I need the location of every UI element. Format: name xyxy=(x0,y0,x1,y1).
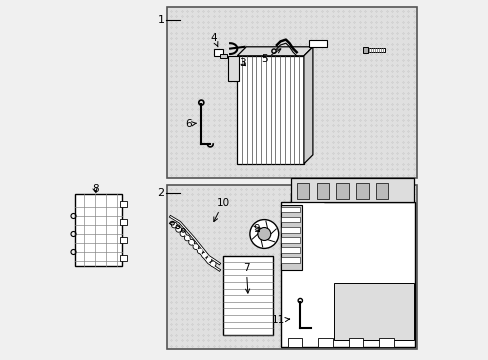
Circle shape xyxy=(188,239,194,245)
Text: 4: 4 xyxy=(210,33,218,47)
Bar xyxy=(167,185,416,349)
Bar xyxy=(348,338,363,347)
Bar xyxy=(280,227,300,233)
Text: 3: 3 xyxy=(239,58,245,68)
Bar xyxy=(228,56,239,81)
Bar xyxy=(213,49,223,56)
Text: 2: 2 xyxy=(157,188,164,198)
Bar xyxy=(280,205,302,270)
Bar xyxy=(309,40,326,47)
Circle shape xyxy=(249,220,278,248)
Circle shape xyxy=(197,248,203,254)
Text: 7: 7 xyxy=(243,263,249,293)
Bar xyxy=(280,237,300,243)
Bar xyxy=(120,201,127,207)
Bar xyxy=(296,183,309,199)
Circle shape xyxy=(205,257,211,262)
Bar xyxy=(318,338,332,347)
Bar xyxy=(237,56,303,164)
Bar xyxy=(355,183,368,199)
Polygon shape xyxy=(280,193,415,347)
Bar xyxy=(280,257,300,263)
Bar xyxy=(379,338,393,347)
Bar xyxy=(220,54,226,58)
Bar xyxy=(366,48,384,52)
Bar xyxy=(334,283,413,340)
Bar xyxy=(316,183,328,199)
Bar xyxy=(280,247,300,253)
Bar xyxy=(363,47,367,53)
Circle shape xyxy=(171,222,177,228)
Bar xyxy=(120,255,127,261)
Polygon shape xyxy=(303,47,312,164)
Bar xyxy=(223,256,273,335)
Polygon shape xyxy=(237,47,312,56)
Bar xyxy=(287,338,302,347)
Bar xyxy=(336,183,348,199)
Circle shape xyxy=(193,244,199,249)
Bar xyxy=(120,219,127,225)
Text: 9: 9 xyxy=(253,224,260,234)
Text: 10: 10 xyxy=(213,198,229,221)
Circle shape xyxy=(184,235,190,241)
Text: 1: 1 xyxy=(157,15,164,25)
Circle shape xyxy=(180,231,185,237)
Text: 8: 8 xyxy=(92,184,98,194)
Circle shape xyxy=(210,261,216,267)
Bar xyxy=(291,178,413,202)
Text: 11: 11 xyxy=(271,315,289,325)
Circle shape xyxy=(257,228,270,240)
Bar xyxy=(120,237,127,243)
Circle shape xyxy=(201,252,207,258)
Bar xyxy=(375,183,387,199)
Bar xyxy=(280,207,300,212)
Bar xyxy=(280,217,300,222)
Polygon shape xyxy=(75,194,122,266)
Bar xyxy=(167,7,416,178)
Circle shape xyxy=(175,226,181,232)
Text: 5: 5 xyxy=(261,49,280,64)
Text: 6: 6 xyxy=(185,119,196,129)
